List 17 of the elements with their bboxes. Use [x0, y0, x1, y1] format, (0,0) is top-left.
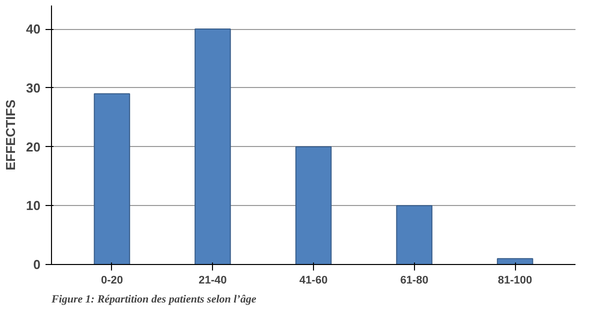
x-tick-label: 61-80: [400, 274, 428, 286]
bar: [94, 93, 130, 264]
y-tick-label: 30: [26, 80, 41, 96]
y-tick-label: 10: [26, 198, 41, 214]
bar: [396, 205, 432, 264]
caption: Figure 1: Répartition des patients selon l’âge: [50, 294, 256, 306]
bar: [496, 258, 534, 264]
y-axis-title: EFFECTIFS: [3, 99, 18, 170]
y-tick-label: 0: [33, 257, 41, 272]
x-tick-label: 0-20: [100, 274, 123, 286]
bar: [194, 28, 231, 264]
x-tick-label: 21-40: [198, 274, 227, 286]
bar: [295, 146, 332, 264]
x-tick-label: 81-100: [498, 274, 532, 286]
y-tick-label: 40: [26, 22, 41, 37]
x-tick-label: 41-60: [299, 274, 328, 286]
y-tick-label: 20: [26, 139, 41, 154]
